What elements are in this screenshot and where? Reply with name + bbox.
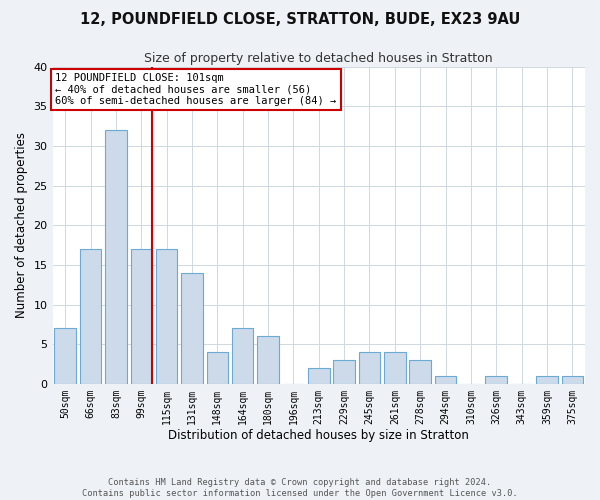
Bar (308, 368, 329, 384)
Bar (181, 273, 203, 384)
Bar (562, 376, 583, 384)
Title: Size of property relative to detached houses in Stratton: Size of property relative to detached ho… (145, 52, 493, 66)
Bar (359, 352, 380, 384)
Bar (55, 328, 76, 384)
Bar (536, 376, 558, 384)
Bar (485, 376, 507, 384)
Bar (257, 336, 279, 384)
Bar (435, 376, 457, 384)
Bar (156, 249, 178, 384)
Bar (384, 352, 406, 384)
Bar (105, 130, 127, 384)
Bar (334, 360, 355, 384)
Bar (232, 328, 253, 384)
Bar (409, 360, 431, 384)
Text: 12, POUNDFIELD CLOSE, STRATTON, BUDE, EX23 9AU: 12, POUNDFIELD CLOSE, STRATTON, BUDE, EX… (80, 12, 520, 28)
Bar (131, 249, 152, 384)
Bar (206, 352, 228, 384)
X-axis label: Distribution of detached houses by size in Stratton: Distribution of detached houses by size … (169, 430, 469, 442)
Text: 12 POUNDFIELD CLOSE: 101sqm
← 40% of detached houses are smaller (56)
60% of sem: 12 POUNDFIELD CLOSE: 101sqm ← 40% of det… (55, 73, 337, 106)
Bar (80, 249, 101, 384)
Text: Contains HM Land Registry data © Crown copyright and database right 2024.
Contai: Contains HM Land Registry data © Crown c… (82, 478, 518, 498)
Y-axis label: Number of detached properties: Number of detached properties (15, 132, 28, 318)
